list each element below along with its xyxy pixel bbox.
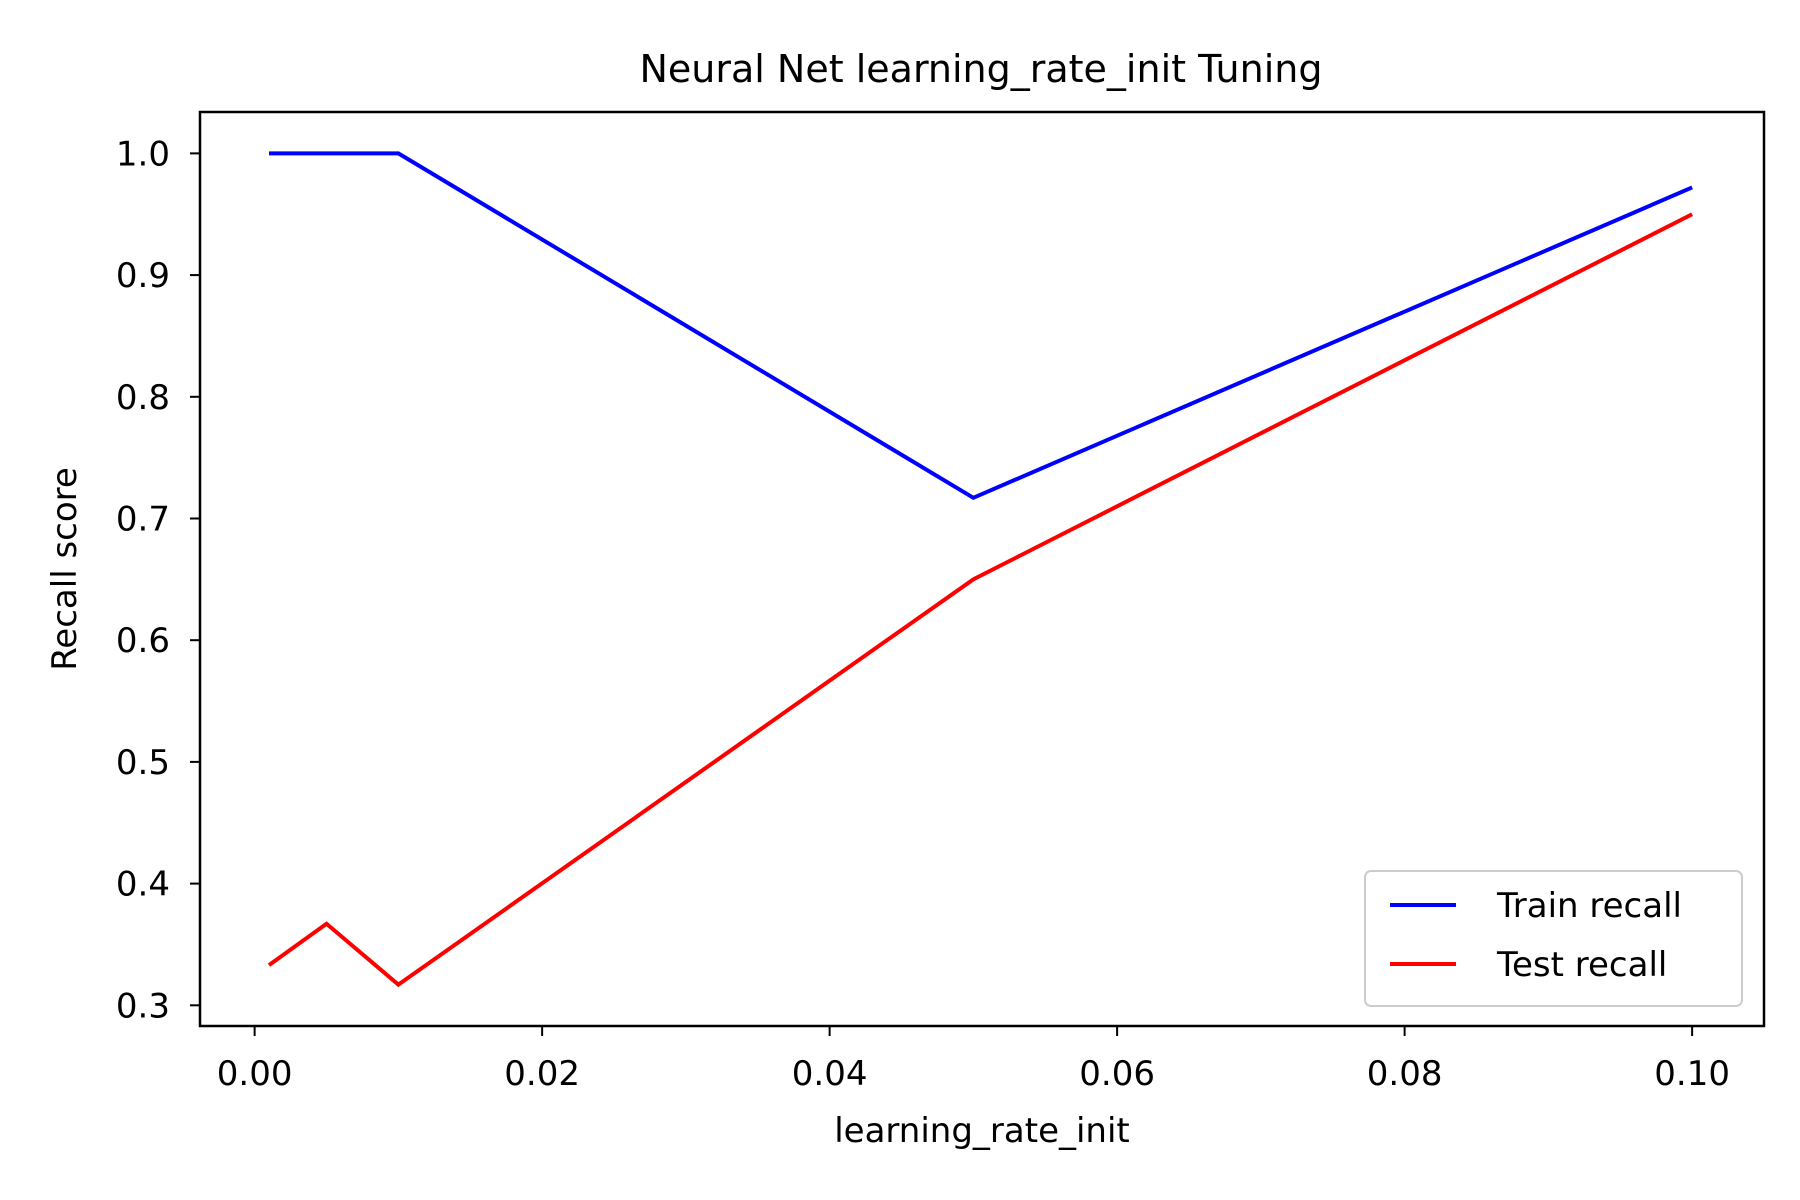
x-tick-label: 0.06 [1079,1054,1155,1094]
chart-title: Neural Net learning_rate_init Tuning [640,47,1323,91]
y-axis-ticks: 0.3 0.4 0.5 0.6 0.7 0.8 0.9 1.0 [116,134,200,1026]
x-axis-label: learning_rate_init [834,1111,1130,1151]
y-tick-label: 0.9 [116,256,170,296]
y-tick-label: 0.7 [116,499,170,539]
test-recall-line [267,212,1694,988]
legend-train-recall-label: Train recall [1496,886,1682,926]
legend-box [1364,870,1743,1007]
plot-area-frame [198,110,1766,1028]
x-axis-ticks: 0.00 0.02 0.04 0.06 0.08 0.10 [217,1026,1730,1094]
x-tick-label: 0.02 [504,1054,580,1094]
x-tick-label: 0.08 [1367,1054,1443,1094]
y-tick-label: 0.6 [116,621,170,661]
legend-test-recall-label: Test recall [1496,945,1667,985]
x-tick-label: 0.04 [792,1054,868,1094]
y-axis-label: Recall score [45,467,85,671]
y-tick-label: 0.4 [116,865,170,905]
train-recall-line [269,151,1693,501]
y-tick-label: 0.8 [116,378,170,418]
y-tick-label: 1.0 [116,134,170,174]
legend: Train recall Test recall [1364,870,1743,1007]
y-tick-label: 0.3 [116,986,170,1026]
series-layer [267,151,1694,988]
y-tick-label: 0.5 [116,743,170,783]
x-tick-label: 0.00 [217,1054,293,1094]
x-tick-label: 0.10 [1654,1054,1730,1094]
